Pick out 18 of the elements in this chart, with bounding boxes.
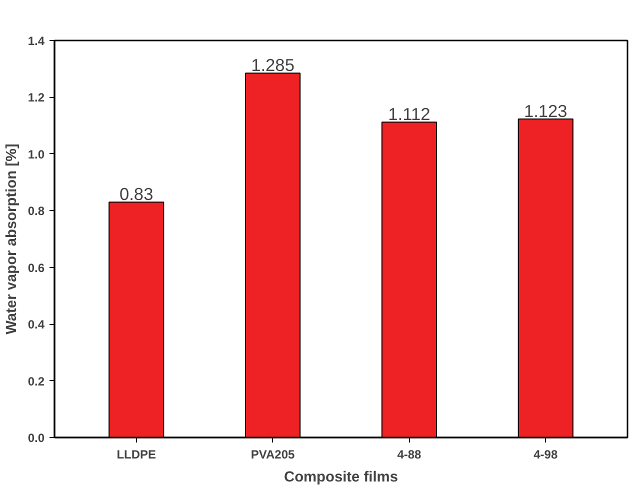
data-label: 1.285 <box>251 55 294 76</box>
x-axis-title: Composite films <box>284 470 398 486</box>
y-tick-label: 0.8 <box>28 204 45 218</box>
y-tick-label: 0.6 <box>28 260 45 275</box>
y-tick-label: 1.0 <box>28 147 45 162</box>
y-tick-label: 1.4 <box>28 34 45 48</box>
x-tick-label: 4-98 <box>534 448 558 462</box>
y-tick-label: 0.4 <box>28 318 45 332</box>
y-axis-title: Water vapor absorption [%] <box>4 143 20 334</box>
data-label: 1.112 <box>388 104 430 124</box>
x-tick-label: 4-88 <box>397 448 422 462</box>
data-label: 1.123 <box>524 101 568 122</box>
x-tick-label: PVA205 <box>250 448 296 462</box>
x-tick-label: LLDPE <box>116 448 156 462</box>
y-tick-label: 0.2 <box>28 374 45 388</box>
y-tick-label: 1.2 <box>28 90 45 105</box>
y-tick-label: 0.0 <box>28 431 45 445</box>
data-label: 0.83 <box>119 184 154 204</box>
